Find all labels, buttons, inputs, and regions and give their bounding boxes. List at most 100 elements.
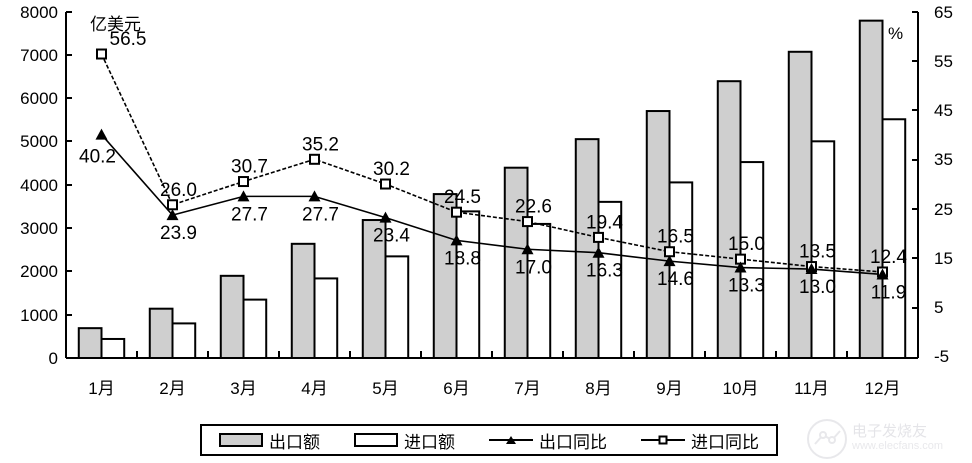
data-label-import-yoy: 19.4 bbox=[586, 212, 623, 233]
y-axis-tick-label: 2000 bbox=[20, 262, 58, 281]
legend-swatch-export-bar bbox=[219, 433, 263, 447]
legend-item-export-yoy[interactable]: 出口同比 bbox=[489, 428, 607, 453]
markers-import-yoy bbox=[96, 48, 888, 278]
bar-export bbox=[574, 138, 600, 359]
marker-square bbox=[380, 178, 391, 190]
data-label-export-yoy: 40.2 bbox=[79, 147, 116, 168]
marker-square bbox=[451, 206, 462, 218]
data-label-import-yoy: 30.7 bbox=[231, 157, 268, 178]
marker-triangle bbox=[805, 263, 818, 275]
data-label-import-yoy: 26.0 bbox=[160, 180, 197, 201]
square-icon bbox=[658, 435, 668, 445]
marker-triangle bbox=[450, 234, 463, 246]
bar-import bbox=[455, 210, 481, 359]
legend-item-export-amount[interactable]: 出口额 bbox=[219, 428, 320, 453]
marker-triangle bbox=[592, 246, 605, 258]
y-axis-tick-label: 1000 bbox=[20, 306, 58, 325]
bar-series-import bbox=[100, 118, 907, 360]
marker-triangle bbox=[379, 211, 392, 223]
data-label-import-yoy: 13.5 bbox=[799, 242, 836, 263]
bar-import bbox=[881, 118, 907, 360]
data-label-import-yoy: 15.0 bbox=[728, 234, 765, 255]
legend-item-import-amount[interactable]: 进口额 bbox=[354, 428, 455, 453]
y2-axis-tick-label: 25 bbox=[934, 200, 953, 219]
legend-label: 出口额 bbox=[269, 432, 320, 453]
markers-export-yoy bbox=[95, 128, 889, 280]
legend-label: 进口同比 bbox=[691, 432, 759, 453]
bar-import bbox=[171, 322, 197, 359]
watermark-logo-icon bbox=[807, 419, 847, 459]
bar-import bbox=[242, 298, 268, 359]
legend-label: 出口同比 bbox=[539, 432, 607, 453]
marker-square bbox=[664, 246, 675, 258]
data-labels-import-yoy: 56.5 26.0 30.7 35.2 30.2 24.5 22.6 19.4 16.5 15.0… bbox=[110, 29, 908, 268]
marker-triangle bbox=[521, 243, 534, 255]
bar-export bbox=[290, 242, 316, 360]
marker-triangle bbox=[734, 261, 747, 273]
data-label-import-yoy: 30.2 bbox=[373, 159, 410, 180]
y-axis-tick-label: 6000 bbox=[20, 89, 58, 108]
line-series-export-yoy bbox=[100, 134, 883, 276]
chart-legend: 出口额 进口额 出口同比 进口同比 bbox=[200, 424, 778, 456]
marker-triangle bbox=[166, 209, 179, 221]
bar-export bbox=[77, 327, 103, 360]
data-label-export-yoy: 17.0 bbox=[515, 257, 552, 278]
bar-export bbox=[787, 50, 813, 359]
y-axis-tick-label: 4000 bbox=[20, 176, 58, 195]
y2-axis-tick-label: 65 bbox=[934, 3, 953, 22]
y2-axis-tick-label: 45 bbox=[934, 101, 953, 120]
y2-axis-tick-label: 5 bbox=[934, 298, 944, 317]
y-axis-tick-label: 7000 bbox=[20, 46, 58, 65]
marker-square bbox=[522, 216, 533, 228]
x-axis-label: 7月 bbox=[514, 379, 541, 398]
bar-import bbox=[526, 222, 552, 359]
x-axis-label: 5月 bbox=[372, 379, 399, 398]
data-label-import-yoy: 22.6 bbox=[515, 197, 552, 218]
bar-export bbox=[219, 274, 245, 360]
legend-swatch-import-bar bbox=[354, 433, 398, 447]
bar-series-export bbox=[77, 19, 884, 360]
watermark: 电子发烧友 www.elecfans.com bbox=[806, 418, 972, 462]
plot-area: 56.5 26.0 30.7 35.2 30.2 24.5 22.6 19.4 16.5 15.0… bbox=[65, 11, 919, 360]
data-label-import-yoy: 12.4 bbox=[870, 247, 907, 268]
marker-triangle bbox=[663, 255, 676, 267]
data-labels-export-yoy: 40.2 23.9 27.7 27.7 23.4 18.8 17.0 16.3 14.6 13.3… bbox=[79, 147, 906, 304]
bar-export bbox=[716, 80, 742, 359]
x-axis-label: 6月 bbox=[443, 379, 470, 398]
watermark-url: www.elecfans.com bbox=[852, 440, 944, 452]
x-axis-label: 2月 bbox=[159, 379, 186, 398]
watermark-text: 电子发烧友 bbox=[852, 422, 928, 440]
data-label-export-yoy: 23.9 bbox=[160, 223, 197, 244]
data-label-export-yoy: 23.4 bbox=[373, 226, 410, 247]
y-axis-tick-label: 8000 bbox=[20, 3, 58, 22]
line-series-import-yoy bbox=[100, 53, 883, 273]
x-axis-label: 12月 bbox=[864, 379, 901, 398]
legend-swatch-import-line bbox=[641, 433, 685, 447]
y-axis-tick-label: 0 bbox=[48, 349, 58, 368]
bar-import bbox=[597, 200, 623, 359]
y-axis-tick-label: 3000 bbox=[20, 219, 58, 238]
data-label-import-yoy: 35.2 bbox=[302, 134, 339, 155]
legend-item-import-yoy[interactable]: 进口同比 bbox=[641, 428, 759, 453]
y-axis-unit-label: 亿美元 bbox=[90, 15, 141, 35]
data-label-export-yoy: 27.7 bbox=[231, 204, 268, 225]
data-label-import-yoy: 16.5 bbox=[657, 227, 694, 248]
marker-triangle bbox=[876, 268, 889, 280]
x-axis-label: 9月 bbox=[656, 379, 683, 398]
marker-triangle bbox=[95, 128, 108, 140]
triangle-icon bbox=[506, 436, 516, 444]
marker-square bbox=[309, 153, 320, 165]
data-label-export-yoy: 13.3 bbox=[728, 276, 765, 297]
marker-square bbox=[593, 231, 604, 243]
y-axis-tick-label: 5000 bbox=[20, 132, 58, 151]
legend-label: 进口额 bbox=[404, 432, 455, 453]
bar-import bbox=[668, 181, 694, 359]
y2-axis-unit-label: % bbox=[888, 24, 904, 43]
x-axis-label: 4月 bbox=[301, 379, 328, 398]
bar-import bbox=[384, 255, 410, 359]
bar-export bbox=[858, 19, 884, 360]
bar-import bbox=[313, 277, 339, 360]
y2-axis-tick-label: 35 bbox=[934, 150, 953, 169]
data-label-export-yoy: 18.8 bbox=[444, 248, 481, 269]
y2-axis-tick-label: -5 bbox=[934, 347, 950, 366]
